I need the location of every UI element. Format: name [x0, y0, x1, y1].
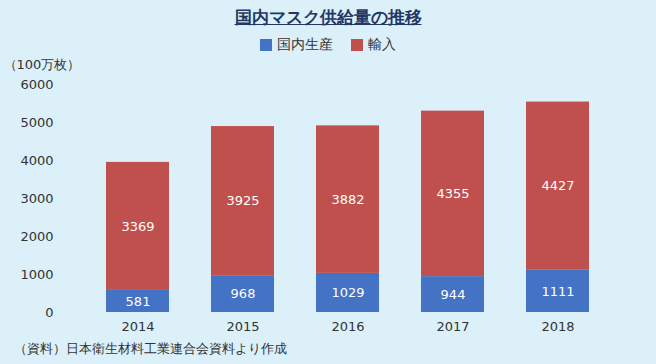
- svg-text:4000: 4000: [20, 153, 53, 168]
- svg-text:1111: 1111: [541, 284, 574, 299]
- svg-text:2018: 2018: [541, 319, 574, 334]
- svg-text:2016: 2016: [331, 319, 364, 334]
- html-text:輸入: 輸入: [368, 36, 396, 52]
- svg-text:4427: 4427: [541, 178, 574, 193]
- svg-text:2017: 2017: [436, 319, 469, 334]
- svg-text:1029: 1029: [331, 285, 364, 300]
- svg-text:3925: 3925: [226, 193, 259, 208]
- svg-text:2015: 2015: [226, 319, 259, 334]
- svg-text:（100万枚）: （100万枚）: [4, 57, 81, 72]
- html-text:国内マスク供給量の推移: 国内マスク供給量の推移: [234, 7, 422, 27]
- html-text:国内生産: 国内生産: [277, 36, 333, 52]
- svg-text:3882: 3882: [331, 192, 364, 207]
- svg-text:581: 581: [126, 294, 151, 309]
- svg-text:0: 0: [45, 305, 53, 320]
- svg-text:5000: 5000: [20, 115, 53, 130]
- html-text:（資料）日本衛生材料工業連合会資料より作成: （資料）日本衛生材料工業連合会資料より作成: [14, 341, 287, 356]
- svg-text:968: 968: [231, 286, 256, 301]
- svg-text:6000: 6000: [20, 77, 53, 92]
- svg-text:944: 944: [441, 287, 466, 302]
- svg-text:4355: 4355: [436, 186, 469, 201]
- svg-text:3369: 3369: [121, 219, 154, 234]
- svg-text:2014: 2014: [121, 319, 154, 334]
- svg-text:3000: 3000: [20, 191, 53, 206]
- svg-text:2000: 2000: [20, 229, 53, 244]
- svg-text:1000: 1000: [20, 267, 53, 282]
